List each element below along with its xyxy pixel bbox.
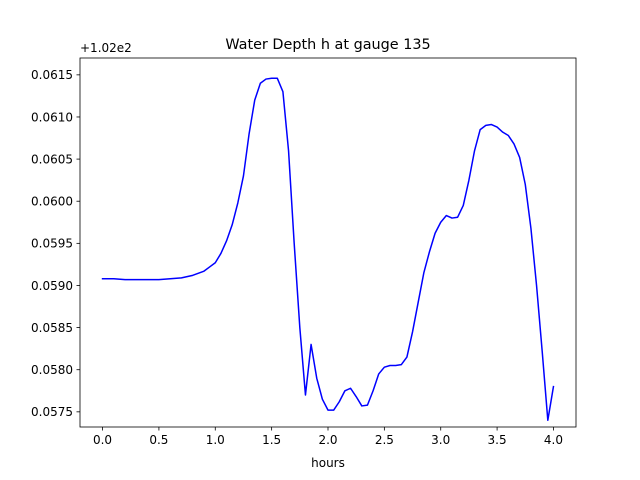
x-tick-label: 3.5 bbox=[488, 433, 507, 447]
x-tick-label: 2.0 bbox=[318, 433, 337, 447]
x-tick-label: 3.0 bbox=[431, 433, 450, 447]
x-tick-label: 4.0 bbox=[544, 433, 563, 447]
y-tick-label: 0.0615 bbox=[31, 68, 73, 82]
y-tick-label: 0.0610 bbox=[31, 110, 73, 124]
x-tick-label: 0.0 bbox=[93, 433, 112, 447]
series-line-0 bbox=[101, 77, 555, 422]
y-tick-label: 0.0595 bbox=[31, 237, 73, 251]
y-tick-label: 0.0605 bbox=[31, 152, 73, 166]
chart-title: Water Depth h at gauge 135 bbox=[225, 37, 430, 53]
y-tick-label: 0.0575 bbox=[31, 405, 73, 419]
y-tick-label: 0.0590 bbox=[31, 279, 73, 293]
y-tick-label: 0.0580 bbox=[31, 363, 73, 377]
y-tick-label: 0.0585 bbox=[31, 321, 73, 335]
x-tick-label: 1.0 bbox=[206, 433, 225, 447]
x-tick-label: 0.5 bbox=[149, 433, 168, 447]
y-tick-label: 0.0600 bbox=[31, 195, 73, 209]
x-tick-label: 2.5 bbox=[375, 433, 394, 447]
plot-area: 0.0 0.5 1.0 1.5 2.0 2.5 3.0 3.5 4.0 0.0575 0.0580 0… bbox=[31, 57, 577, 447]
x-tick-label: 1.5 bbox=[262, 433, 281, 447]
x-axis-label: hours bbox=[311, 456, 345, 470]
y-offset-text: +1.02e2 bbox=[80, 41, 132, 55]
